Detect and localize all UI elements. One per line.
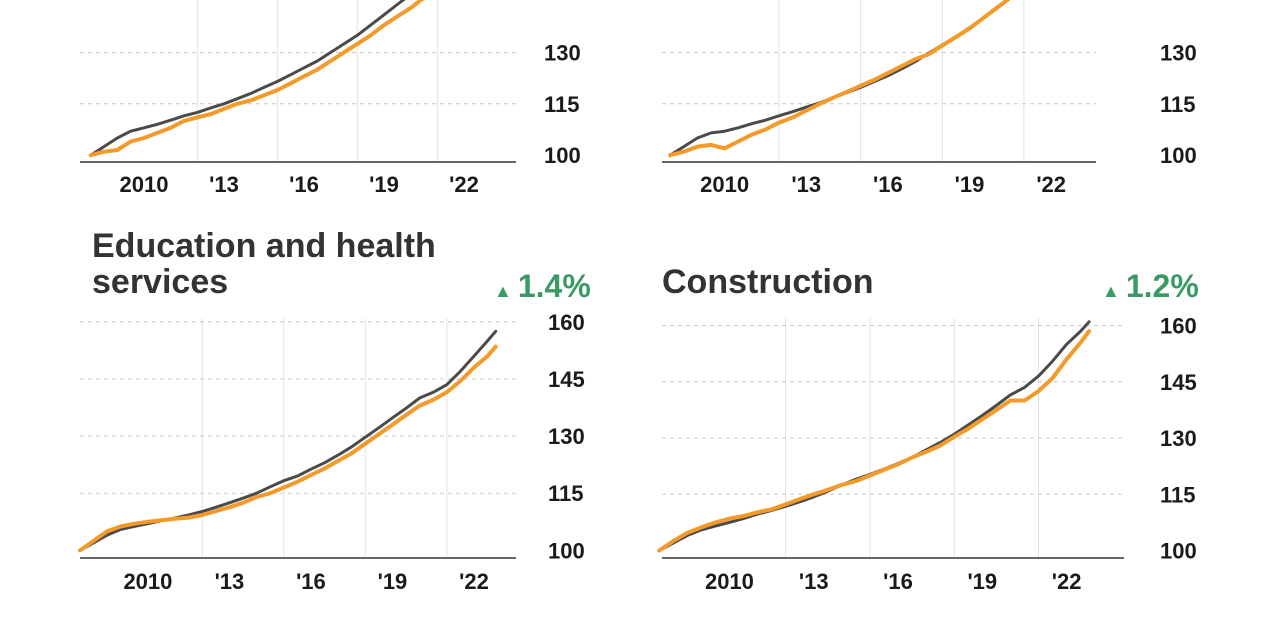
x-tick-label: '16 xyxy=(296,569,326,594)
panel-4-change: ▲ 1.2% xyxy=(1102,268,1199,309)
x-tick-label: '22 xyxy=(1036,172,1066,197)
y-tick-label: 145 xyxy=(548,367,585,392)
x-tick-label: '16 xyxy=(289,172,319,197)
x-tick-label: 2010 xyxy=(700,172,749,197)
x-tick-label: '22 xyxy=(449,172,479,197)
x-tick-label: '19 xyxy=(378,569,408,594)
y-tick-label: 145 xyxy=(1160,370,1197,395)
y-tick-label: 115 xyxy=(548,481,584,506)
panel-3-change: ▲ 1.4% xyxy=(494,268,591,309)
y-tick-label: 100 xyxy=(544,143,581,168)
y-tick-label: 100 xyxy=(1160,143,1197,168)
x-tick-label: '13 xyxy=(209,172,239,197)
x-tick-label: 2010 xyxy=(120,172,169,197)
y-tick-label: 130 xyxy=(548,424,585,449)
x-tick-label: '13 xyxy=(799,569,829,594)
series-line-1 xyxy=(89,0,406,157)
x-tick-label: '19 xyxy=(955,172,985,197)
series-line-2 xyxy=(88,0,425,158)
y-tick-label: 100 xyxy=(1160,539,1197,564)
up-triangle-icon: ▲ xyxy=(1102,281,1120,301)
x-tick-label: '16 xyxy=(873,172,903,197)
up-triangle-icon: ▲ xyxy=(494,281,512,301)
y-tick-label: 130 xyxy=(1160,40,1197,65)
x-tick-label: '22 xyxy=(459,569,489,594)
x-tick-label: '13 xyxy=(791,172,821,197)
x-tick-label: 2010 xyxy=(123,569,172,594)
panel-3-change-value: 1.4% xyxy=(517,268,591,304)
x-tick-label: '16 xyxy=(883,569,913,594)
series-line-1 xyxy=(657,320,1091,552)
y-tick-label: 100 xyxy=(548,538,585,563)
x-tick-label: '13 xyxy=(215,569,245,594)
panel-3-title: Education and health services xyxy=(92,227,436,301)
x-tick-label: '19 xyxy=(967,569,997,594)
panel-4-change-value: 1.2% xyxy=(1125,268,1199,304)
y-tick-label: 160 xyxy=(548,310,585,335)
y-tick-label: 115 xyxy=(544,92,580,117)
series-line-2 xyxy=(668,0,1011,158)
y-tick-label: 130 xyxy=(1160,426,1197,451)
series-line-2 xyxy=(78,344,498,553)
x-tick-label: '19 xyxy=(369,172,399,197)
x-tick-label: '22 xyxy=(1052,569,1082,594)
panel-4-title: Construction xyxy=(662,263,874,301)
y-tick-label: 115 xyxy=(1160,482,1196,507)
y-tick-label: 115 xyxy=(1160,92,1196,117)
x-tick-label: 2010 xyxy=(705,569,754,594)
y-tick-label: 130 xyxy=(544,40,581,65)
series-line-2 xyxy=(657,329,1092,553)
y-tick-label: 160 xyxy=(1160,314,1197,339)
